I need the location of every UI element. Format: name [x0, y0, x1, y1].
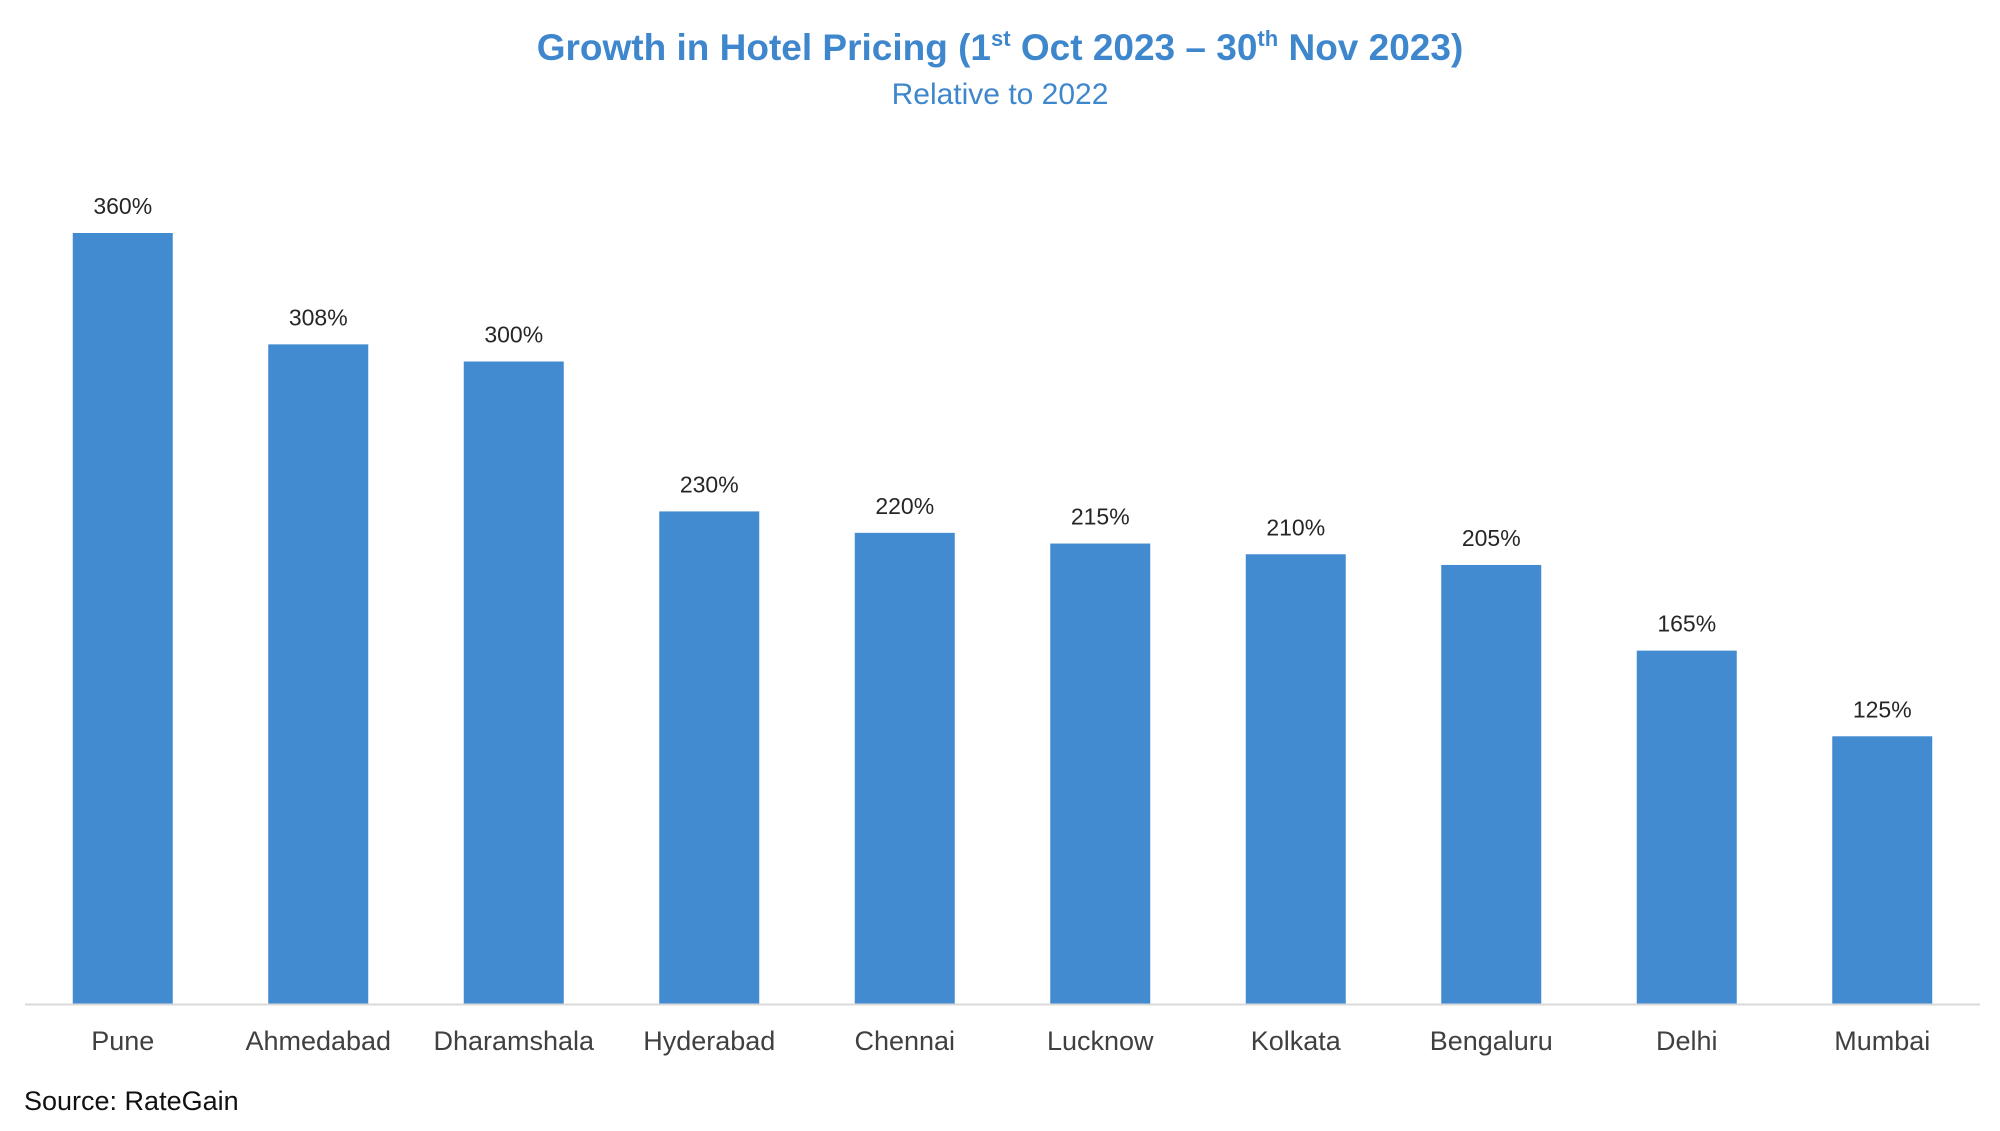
data-label-bengaluru: 205%	[1462, 525, 1521, 551]
source-note: Source: RateGain	[24, 1086, 239, 1116]
bar-lucknow	[1050, 543, 1151, 1004]
data-label-ahmedabad: 308%	[289, 304, 348, 330]
chart-title-part1: Growth in Hotel Pricing (1	[536, 27, 992, 68]
x-tick-label-bengaluru: Bengaluru	[1430, 1026, 1553, 1056]
x-tick-label-pune: Pune	[91, 1026, 154, 1056]
chart-subtitle: Relative to 2022	[891, 78, 1109, 111]
bar-hyderabad	[659, 511, 760, 1004]
bar-delhi	[1636, 650, 1737, 1004]
bar-bengaluru	[1441, 564, 1542, 1004]
x-tick-label-chennai: Chennai	[854, 1026, 955, 1056]
x-tick-label-delhi: Delhi	[1656, 1026, 1718, 1056]
x-tick-label-lucknow: Lucknow	[1047, 1026, 1154, 1056]
bar-kolkata	[1245, 554, 1346, 1004]
data-label-kolkata: 210%	[1266, 514, 1325, 540]
bar-dharamshala	[463, 361, 564, 1004]
x-tick-label-dharamshala: Dharamshala	[433, 1026, 595, 1056]
x-tick-label-kolkata: Kolkata	[1251, 1026, 1342, 1056]
chart-title-part2: Oct 2023 – 30	[1010, 27, 1258, 68]
chart-title-sup2: th	[1257, 26, 1279, 51]
chart-header: Growth in Hotel Pricing (1st Oct 2023 – …	[0, 24, 2000, 116]
bar-mumbai	[1832, 736, 1933, 1004]
x-tick-label-ahmedabad: Ahmedabad	[245, 1026, 391, 1056]
data-label-pune: 360%	[93, 193, 152, 219]
bar-pune	[72, 233, 173, 1004]
x-tick-label-mumbai: Mumbai	[1834, 1026, 1930, 1056]
chart-title-sup1: st	[991, 26, 1011, 51]
data-label-lucknow: 215%	[1071, 504, 1130, 530]
data-label-hyderabad: 230%	[680, 471, 739, 497]
bar-ahmedabad	[268, 344, 369, 1004]
x-tick-label-hyderabad: Hyderabad	[643, 1026, 775, 1056]
chart-title-part3: Nov 2023)	[1278, 27, 1464, 68]
chart-title: Growth in Hotel Pricing (1st Oct 2023 – …	[0, 24, 2000, 72]
data-label-delhi: 165%	[1657, 611, 1716, 637]
bar-chennai	[854, 532, 955, 1004]
data-label-mumbai: 125%	[1853, 696, 1912, 722]
data-label-dharamshala: 300%	[484, 322, 543, 348]
data-label-chennai: 220%	[875, 493, 934, 519]
